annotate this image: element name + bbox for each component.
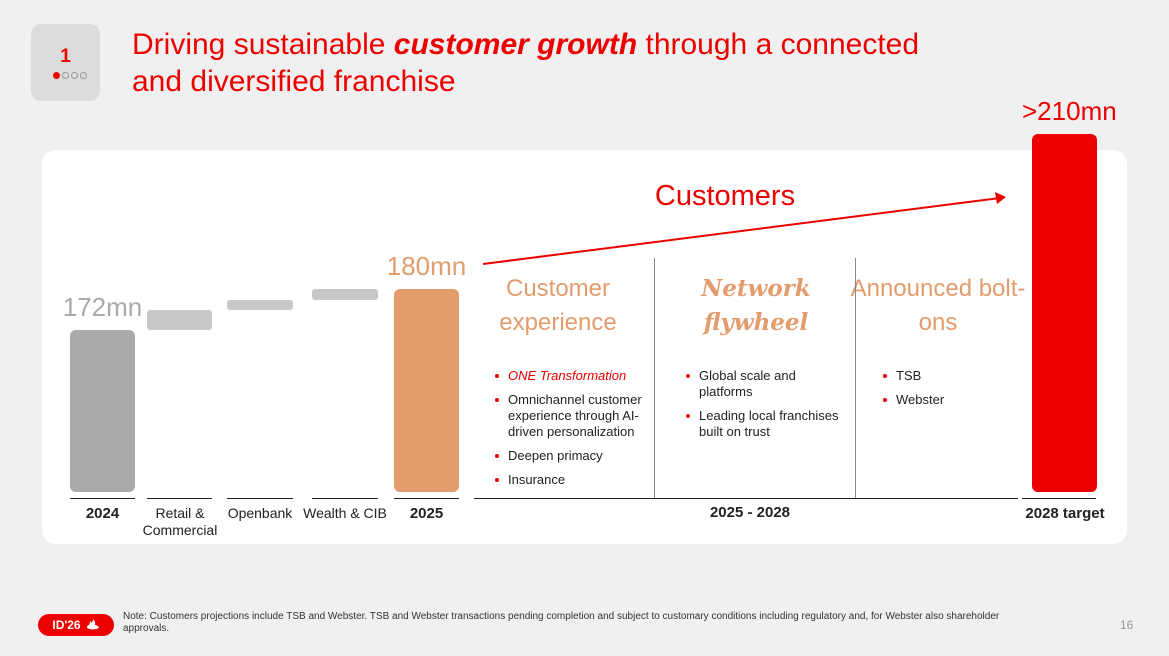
list-item: Webster — [881, 392, 1001, 408]
column-heading-customer-experience: Customer experience — [499, 275, 617, 336]
section-number: 1 — [60, 46, 71, 67]
bar-baseline — [70, 498, 135, 499]
section-badge: 1 — [31, 24, 100, 101]
list-item: Deepen primacy — [493, 448, 653, 464]
list-item: Global scale and platforms — [684, 368, 844, 400]
footnote: Note: Customers projections include TSB … — [123, 611, 1000, 634]
bar-baseline — [1022, 498, 1096, 499]
page-title: Driving sustainable customer growth thro… — [132, 26, 952, 100]
title-pre: Driving sustainable — [132, 28, 394, 61]
chart-bar — [70, 330, 135, 492]
logo-text: ID'26 — [52, 618, 81, 632]
bar-baseline — [147, 498, 212, 499]
bar-baseline — [227, 498, 293, 499]
bar-baseline — [312, 498, 378, 499]
list-item: Leading local franchises built on trust — [684, 408, 844, 440]
category-label: 2025 — [409, 505, 444, 522]
category-label: Wealth & CIB — [303, 505, 387, 521]
list-item: Omnichannel customer experience through … — [493, 392, 653, 440]
page-number: 16 — [1120, 618, 1134, 632]
bar-baseline — [394, 498, 459, 499]
category-label: 2028 target — [1025, 505, 1105, 522]
arrow-label: Customers — [654, 180, 796, 212]
progress-dot — [62, 72, 69, 79]
value-label: 172mn — [62, 292, 143, 323]
progress-dot — [71, 72, 78, 79]
column-divider — [855, 258, 856, 498]
chart-bar — [1032, 134, 1097, 492]
chart-bar — [312, 289, 378, 300]
title-emphasis: customer growth — [393, 28, 638, 61]
list-item: TSB — [881, 368, 1001, 384]
value-label: >210mn — [1022, 96, 1117, 127]
column-heading-network-flywheel: Network flywheel — [701, 275, 811, 336]
list-item: ONE Transformation — [493, 368, 653, 384]
bullet-list-bolt-ons: TSB Webster — [881, 368, 1001, 416]
period-label: 2025 - 2028 — [709, 504, 791, 521]
column-heading-bolt-ons: Announced bolt-ons — [850, 275, 1026, 336]
progress-dots — [53, 72, 87, 79]
value-label: 180mn — [386, 251, 467, 282]
progress-dot — [80, 72, 87, 79]
chart-bar — [227, 299, 293, 310]
title-post: through a connected and diversified fran… — [132, 28, 920, 98]
bullet-list-customer-experience: ONE Transformation Omnichannel customer … — [493, 368, 653, 496]
chart-bar — [394, 289, 459, 492]
period-baseline — [474, 498, 1018, 499]
id26-logo: ID'26 — [38, 614, 114, 636]
column-divider — [654, 258, 655, 498]
chart-bar — [147, 309, 212, 331]
list-item: Insurance — [493, 472, 653, 488]
progress-dot — [53, 72, 60, 79]
category-label: 2024 — [85, 505, 120, 522]
bullet-list-network-flywheel: Global scale and platforms Leading local… — [684, 368, 844, 448]
category-label: Retail & Commercial — [142, 505, 218, 538]
flame-icon — [86, 619, 99, 630]
category-label: Openbank — [227, 505, 293, 521]
